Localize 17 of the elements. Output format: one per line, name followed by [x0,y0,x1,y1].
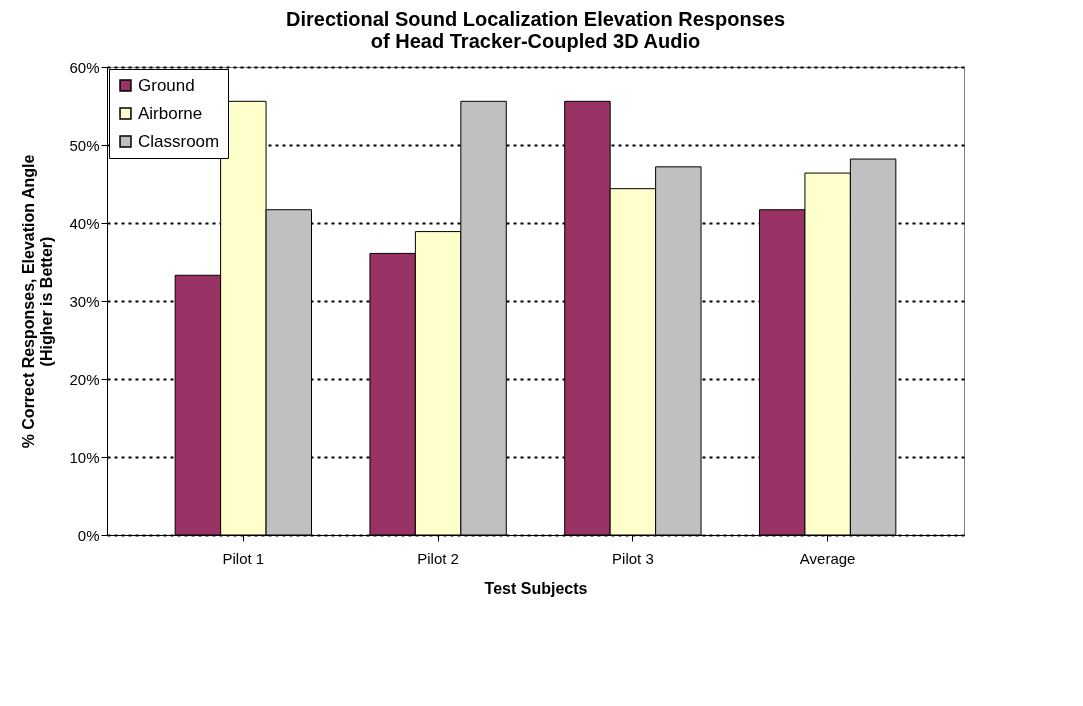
x-axis-title: Test Subjects [484,579,588,597]
y-tick-label: 30% [69,292,100,310]
y-tick-label: 50% [69,136,100,154]
x-tick-label: Pilot 1 [222,549,265,567]
x-tick-label: Pilot 2 [417,549,459,567]
legend-label: Airborne [138,103,203,123]
legend-label: Ground [138,75,195,95]
legend-label: Classroom [138,131,220,151]
x-tick-label: Average [799,549,856,567]
y-tick-label: 10% [69,448,100,466]
y-axis-title: % Correct Responses, Elevation Angle (Higher is Better) [20,154,56,449]
y-tick-label: 60% [69,58,100,76]
y-tick-label: 40% [69,214,100,232]
y-tick-label: 0% [77,526,100,544]
y-tick-label: 20% [69,370,100,388]
chart-title: Directional Sound Localization Elevation Responses of Head Tracker-Coupled 3D Audio [286,8,785,52]
x-tick-label: Pilot 3 [612,549,654,567]
